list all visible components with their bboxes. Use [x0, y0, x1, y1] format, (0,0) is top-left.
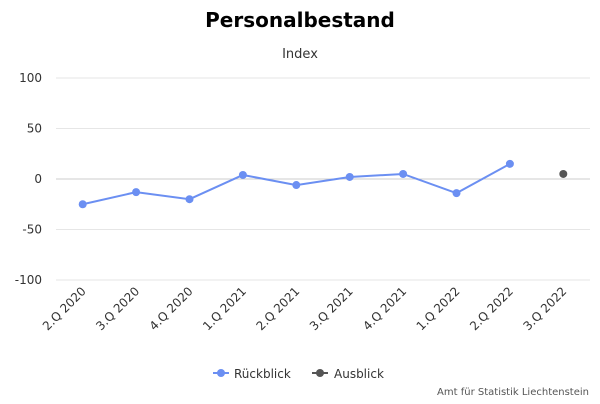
x-tick-label: 1.Q 2021 [200, 284, 249, 333]
data-point[interactable] [132, 188, 141, 197]
y-tick-label: -50 [22, 223, 42, 237]
data-point[interactable] [238, 170, 247, 179]
y-tick-label: -100 [15, 273, 42, 287]
grid [56, 77, 590, 281]
chart-title: Personalbestand [205, 8, 395, 32]
legend: Rückblick Ausblick [213, 367, 384, 381]
x-tick-label: 2.Q 2022 [467, 284, 516, 333]
y-axis: 100 50 0 -50 -100 [15, 71, 42, 287]
y-tick-label: 50 [27, 122, 42, 136]
data-point[interactable] [78, 200, 87, 209]
y-tick-label: 0 [34, 172, 42, 186]
x-tick-label: 3.Q 2021 [307, 284, 356, 333]
y-tick-label: 100 [19, 71, 42, 85]
chart-subtitle: Index [282, 47, 318, 62]
series-group [78, 159, 568, 209]
x-axis: 2.Q 2020 3.Q 2020 4.Q 2020 1.Q 2021 2.Q 2021… [40, 284, 570, 333]
data-point[interactable] [292, 181, 301, 190]
data-point[interactable] [505, 159, 514, 168]
legend-item-ausblick[interactable]: Ausblick [312, 367, 384, 381]
legend-marker-ausblick [316, 369, 324, 377]
x-tick-label: 2.Q 2020 [40, 284, 89, 333]
x-tick-label: 2.Q 2021 [253, 284, 302, 333]
data-point[interactable] [559, 169, 568, 178]
legend-label-rueckblick: Rückblick [234, 367, 291, 381]
data-point[interactable] [452, 189, 461, 198]
x-tick-label: 4.Q 2021 [360, 284, 409, 333]
x-tick-label: 1.Q 2022 [414, 284, 463, 333]
data-point[interactable] [185, 195, 194, 204]
legend-item-rueckblick[interactable]: Rückblick [213, 367, 291, 381]
data-point[interactable] [345, 172, 354, 181]
legend-label-ausblick: Ausblick [334, 367, 384, 381]
source-credit: Amt für Statistik Liechtenstein [437, 387, 589, 398]
x-tick-label: 3.Q 2022 [520, 284, 569, 333]
x-tick-label: 4.Q 2020 [147, 284, 196, 333]
data-point[interactable] [399, 169, 408, 178]
x-tick-label: 3.Q 2020 [93, 284, 142, 333]
legend-marker-rueckblick [217, 369, 225, 377]
